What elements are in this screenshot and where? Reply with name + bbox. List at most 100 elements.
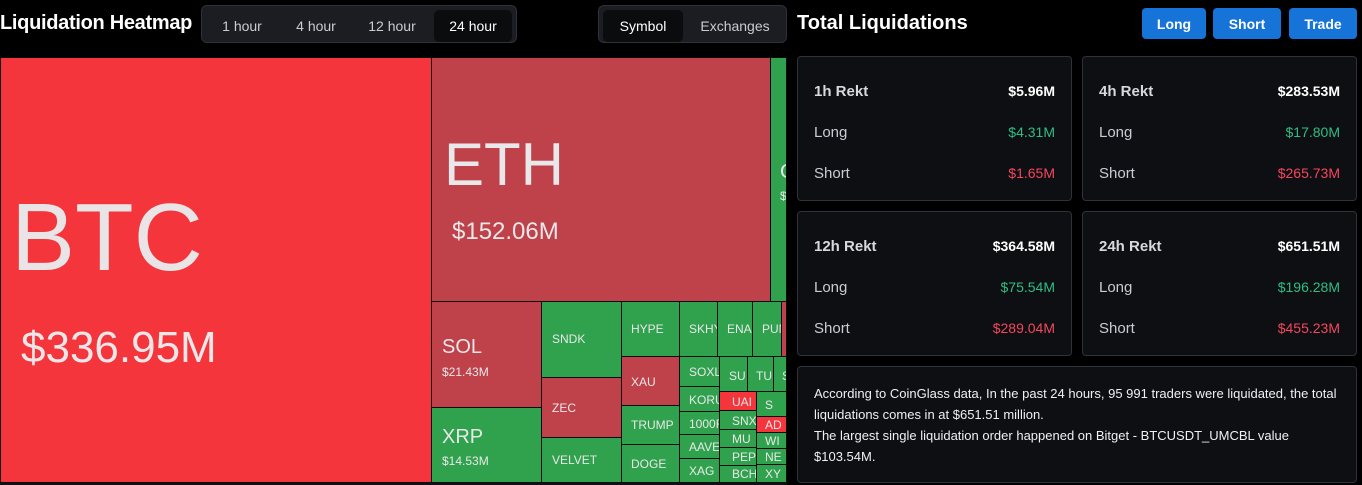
card-title: 12h Rekt — [814, 237, 877, 255]
tile-symbol: AAVE — [689, 440, 720, 454]
tile-symbol: VELVET — [552, 453, 598, 467]
tile-symbol: XAG — [689, 464, 715, 478]
tile-zec[interactable]: ZEC — [541, 377, 622, 438]
short-label: Short — [814, 164, 850, 182]
long-value: $17.80M — [1285, 124, 1340, 140]
short-value: $289.04M — [992, 320, 1055, 336]
tile-eth[interactable]: ETH $152.06M — [431, 57, 771, 302]
tile-xy[interactable]: XY — [756, 464, 787, 483]
tile-value: $14.53M — [442, 454, 489, 468]
card-title: 24h Rekt — [1099, 237, 1162, 255]
tile-velvet[interactable]: VELVET — [541, 437, 622, 483]
largest-order-text: The largest single liquidation order hap… — [814, 428, 1289, 464]
summary-text: According to CoinGlass data, In the past… — [814, 386, 1337, 422]
short-value: $455.23M — [1277, 320, 1340, 336]
tile-symbol: BCH — [732, 467, 757, 481]
rekt-card-1h: 1h Rekt $5.96M Long $4.31M Short $1.65M — [797, 56, 1072, 201]
tab-1-hour[interactable]: 1 hour — [222, 18, 262, 34]
long-label: Long — [814, 123, 848, 141]
tile-ad[interactable]: AD — [756, 416, 787, 433]
tile-s2[interactable]: S — [756, 391, 787, 417]
short-label: Short — [814, 319, 850, 337]
tile-snx[interactable]: SNX — [719, 410, 757, 430]
tile-partial[interactable]: G $ — [770, 57, 787, 302]
tile-xau[interactable]: XAU — [621, 356, 680, 406]
tile-sndk[interactable]: SNDK — [541, 301, 622, 378]
tab-24-hour[interactable]: 24 hour — [434, 10, 512, 42]
long-label: Long — [1099, 123, 1133, 141]
trade-button[interactable]: Trade — [1289, 8, 1357, 39]
rekt-card-4h: 4h Rekt $283.53M Long $17.80M Short $265.73… — [1082, 56, 1357, 201]
tile-btc[interactable]: BTC $336.95M — [0, 57, 432, 483]
tile-unlabeled[interactable] — [781, 301, 787, 357]
tab-12-hour[interactable]: 12 hour — [368, 18, 416, 34]
tile-s1[interactable]: S — [773, 356, 787, 392]
tile-symbol: PEP — [732, 450, 757, 464]
tile-symbol: 1000F — [689, 417, 720, 431]
tile-value: $152.06M — [452, 218, 559, 245]
long-label: Long — [1099, 278, 1133, 296]
liquidation-heatmap: BTC $336.95M ETH $152.06M G $ SOL $21.43… — [0, 57, 787, 485]
tile-symbol: SKHY — [689, 322, 717, 336]
card-title: 1h Rekt — [814, 82, 869, 100]
tile-sol[interactable]: SOL $21.43M — [431, 301, 542, 408]
rekt-card-12h: 12h Rekt $364.58M Long $75.54M Short $289.0… — [797, 211, 1072, 356]
card-total: $283.53M — [1277, 83, 1340, 99]
tile-1000f[interactable]: 1000F — [679, 411, 720, 435]
card-total: $651.51M — [1277, 238, 1340, 254]
tile-doge[interactable]: DOGE — [621, 444, 680, 483]
tile-symbol: XAU — [631, 375, 656, 389]
tile-bch[interactable]: BCH — [719, 465, 757, 483]
tile-skhy[interactable]: SKHY — [679, 301, 718, 357]
view-selector: Symbol Exchanges — [598, 5, 787, 43]
tile-wi[interactable]: WI — [756, 432, 787, 449]
tile-symbol: SNX — [732, 414, 757, 428]
long-value: $4.31M — [1008, 124, 1055, 140]
tile-uai[interactable]: UAI — [719, 391, 757, 411]
tile-symbol: NE — [765, 450, 782, 464]
tab-4-hour[interactable]: 4 hour — [296, 18, 336, 34]
tile-hype[interactable]: HYPE — [621, 301, 680, 357]
short-button[interactable]: Short — [1213, 8, 1281, 39]
tile-symbol: AD — [765, 418, 782, 432]
tile-symbol: SU — [729, 369, 746, 383]
long-label: Long — [814, 278, 848, 296]
timeframe-selector: 1 hour 4 hour 12 hour 24 hour — [201, 5, 517, 43]
heatmap-title: Liquidation Heatmap — [0, 12, 193, 34]
tile-pum[interactable]: PUM — [752, 301, 782, 357]
tile-pep[interactable]: PEP — [719, 447, 757, 466]
tile-ne[interactable]: NE — [756, 448, 787, 465]
tile-symbol: SOL — [442, 336, 483, 358]
tile-symbol: XRP — [442, 426, 484, 448]
tile-su[interactable]: SU — [719, 356, 748, 392]
short-label: Short — [1099, 319, 1135, 337]
tile-xag[interactable]: XAG — [679, 458, 720, 483]
long-value: $196.28M — [1277, 279, 1340, 295]
tile-tu[interactable]: TU — [747, 356, 774, 392]
tile-soxl[interactable]: SOXL — [679, 356, 720, 387]
long-value: $75.54M — [1000, 279, 1055, 295]
tab-symbol[interactable]: Symbol — [603, 10, 683, 42]
tile-symbol: ENA — [727, 322, 752, 336]
tab-exchanges[interactable]: Exchanges — [700, 18, 770, 34]
tile-symbol: HYPE — [631, 322, 664, 336]
short-label: Short — [1099, 164, 1135, 182]
total-liquidations-title: Total Liquidations — [797, 12, 968, 34]
tile-symbol: ETH — [444, 131, 564, 198]
tile-value: $ — [780, 189, 787, 203]
tile-mu[interactable]: MU — [719, 429, 757, 448]
card-total: $5.96M — [1008, 83, 1055, 99]
long-button[interactable]: Long — [1142, 8, 1206, 39]
rekt-card-24h: 24h Rekt $651.51M Long $196.28M Short $455.… — [1082, 211, 1357, 356]
tile-xrp[interactable]: XRP $14.53M — [431, 407, 542, 483]
tile-koru[interactable]: KORU — [679, 386, 720, 412]
tile-symbol: WI — [765, 434, 780, 448]
tile-aave[interactable]: AAVE — [679, 434, 720, 459]
tile-ena[interactable]: ENA — [717, 301, 753, 357]
tile-value: $336.95M — [21, 323, 217, 372]
tile-trump[interactable]: TRUMP — [621, 405, 680, 445]
tile-symbol: S — [782, 369, 786, 383]
tile-symbol: XY — [765, 467, 782, 481]
tile-symbol: BTC — [11, 184, 203, 291]
tile-symbol: DOGE — [631, 457, 667, 471]
